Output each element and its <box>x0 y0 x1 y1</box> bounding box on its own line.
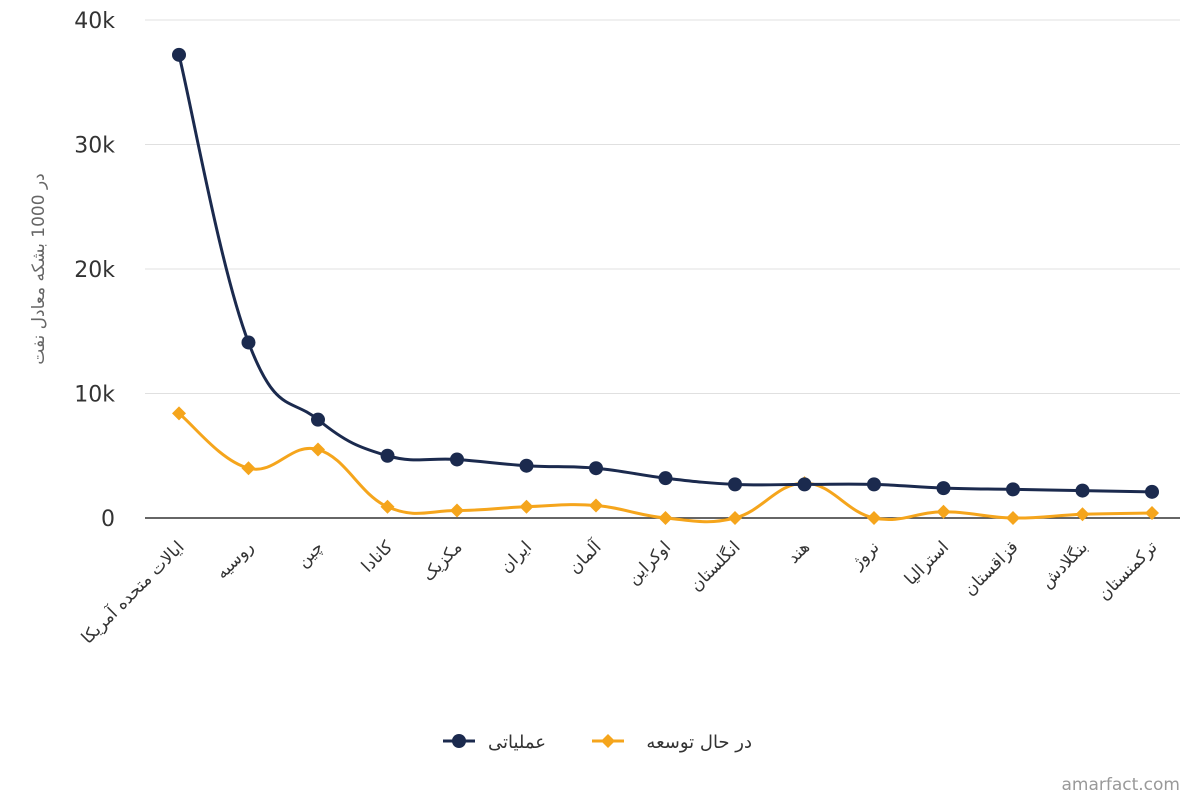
data-point[interactable] <box>936 504 951 519</box>
series-operational <box>172 47 1159 499</box>
x-tick-label: بنگلادش <box>1036 537 1092 593</box>
data-point[interactable] <box>1145 484 1159 499</box>
data-point[interactable] <box>589 498 603 513</box>
y-tick-label: 20k <box>74 258 115 283</box>
x-tick-label: قزاقستان <box>960 537 1022 599</box>
data-point[interactable] <box>867 511 881 525</box>
x-tick-label: ایران <box>496 537 536 577</box>
data-point[interactable] <box>1075 483 1090 498</box>
legend-label: عملیاتی <box>488 732 546 753</box>
legend-item[interactable]: در حال توسعه <box>592 732 752 753</box>
series-line <box>177 53 1154 494</box>
x-tick-label: نروژ <box>847 537 883 573</box>
legend-marker[interactable] <box>452 734 466 748</box>
data-point[interactable] <box>728 477 742 492</box>
data-point[interactable] <box>450 503 464 518</box>
y-axis-ticks: 0 10k 20k 30k 40k <box>74 9 115 532</box>
x-tick-label: آلمان <box>564 535 607 578</box>
credit-text[interactable]: amarfact.com <box>1061 775 1180 795</box>
x-tick-label: ترکمنستان <box>1094 537 1161 604</box>
data-point[interactable] <box>380 499 395 514</box>
x-tick-label: چین <box>293 537 327 571</box>
legend-item[interactable]: عملیاتی <box>443 732 546 753</box>
x-tick-label: کانادا <box>358 537 398 577</box>
data-point[interactable] <box>936 481 951 496</box>
data-point[interactable] <box>450 452 464 467</box>
legend-marker[interactable] <box>601 734 615 748</box>
data-point[interactable] <box>519 458 534 473</box>
series-line <box>177 411 1154 524</box>
data-point[interactable] <box>797 477 812 492</box>
data-point[interactable] <box>1075 507 1090 522</box>
legend[interactable]: عملیاتی در حال توسعه <box>443 732 752 753</box>
data-point[interactable] <box>241 461 256 476</box>
data-point[interactable] <box>728 511 742 525</box>
data-point[interactable] <box>658 471 673 486</box>
data-point[interactable] <box>1145 506 1159 521</box>
data-point[interactable] <box>311 412 325 427</box>
x-tick-label: هند <box>784 537 814 567</box>
data-point[interactable] <box>867 477 881 492</box>
x-tick-label: استرالیا <box>901 537 953 589</box>
x-tick-label: روسیه <box>212 537 258 583</box>
x-tick-label: ایالات متحده آمریکا <box>76 536 188 648</box>
series <box>172 47 1159 525</box>
data-point[interactable] <box>311 442 325 457</box>
data-point[interactable] <box>241 335 256 350</box>
data-point[interactable] <box>589 461 603 476</box>
x-tick-label: انگلستان <box>686 537 745 596</box>
y-tick-label: 10k <box>74 383 115 408</box>
data-point[interactable] <box>1006 482 1020 497</box>
x-tick-label: اوکراین <box>624 537 675 588</box>
y-tick-label: 40k <box>74 9 115 34</box>
gridlines <box>145 19 1180 519</box>
x-axis-ticks: ایالات متحده آمریکا روسیه چین کانادا مکزیک ای… <box>76 535 1161 648</box>
data-point[interactable] <box>172 406 186 421</box>
data-point[interactable] <box>172 47 186 62</box>
data-point[interactable] <box>1006 511 1020 525</box>
y-axis-title: در 1000 بشکه معادل نفت <box>29 173 49 365</box>
series-developing <box>172 406 1159 525</box>
data-point[interactable] <box>519 499 534 514</box>
data-point[interactable] <box>658 511 673 525</box>
y-tick-label: 0 <box>101 507 115 532</box>
y-tick-label: 30k <box>74 134 115 159</box>
data-point[interactable] <box>380 448 395 463</box>
x-tick-label: مکزیک <box>419 537 467 585</box>
legend-label: در حال توسعه <box>646 732 752 753</box>
